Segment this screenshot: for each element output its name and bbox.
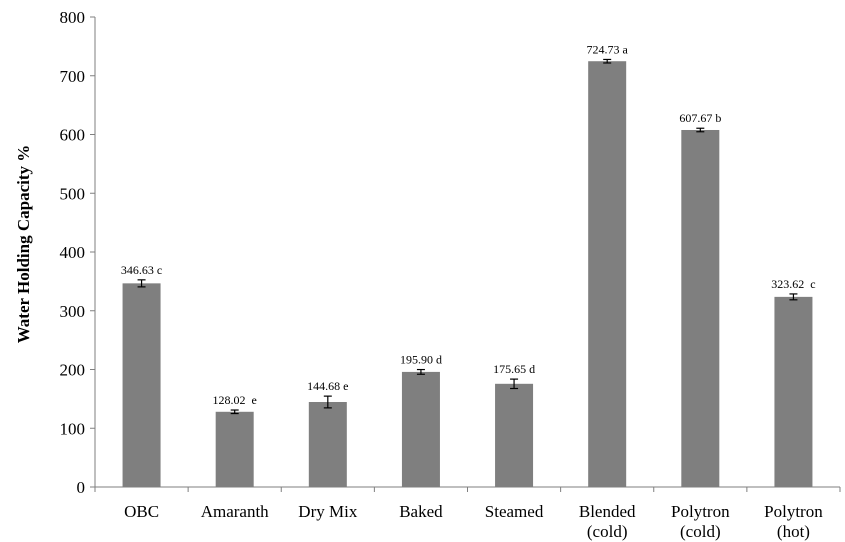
x-category-label: Steamed [485,502,544,521]
x-axis-labels: OBC Amaranth Dry Mix Baked Steamed Blended (co… [124,502,823,541]
bar [681,130,719,487]
x-category-label-line: (cold) [680,522,721,541]
x-category-label-line: OBC [124,502,159,521]
x-category-label-line: Blended [579,502,636,521]
x-category-label-line: Dry Mix [298,502,358,521]
y-tick-label: 400 [60,243,86,262]
y-tick-label: 600 [60,126,86,145]
bar [588,61,626,487]
data-label: 724.73 a [587,42,629,56]
bar [309,402,347,487]
y-tick-label: 500 [60,184,86,203]
data-label: 607.67 b [679,111,721,125]
data-label: 195.90 d [400,353,442,367]
x-category-label-line: Polytron [764,502,823,521]
y-tick-label: 0 [77,478,86,497]
x-category-label-line: Baked [399,502,443,521]
y-tick-label: 100 [60,419,86,438]
x-category-label: Amaranth [201,502,269,521]
bar [123,283,161,487]
x-category-label-line: Polytron [671,502,730,521]
y-axis-title: Water Holding Capacity % [14,145,33,344]
data-label: 323.62 c [771,277,815,291]
bar [774,297,812,487]
x-category-label: Baked [399,502,443,521]
x-category-label: Polytron (cold) [671,502,730,541]
data-label: 346.63 c [121,263,162,277]
y-tick-label: 200 [60,361,86,380]
y-tick-label: 700 [60,67,86,86]
x-category-label: Dry Mix [298,502,358,521]
bar [495,384,533,487]
x-category-label-line: (hot) [777,522,810,541]
bar [216,412,254,487]
bar [402,372,440,487]
data-label: 144.68 e [307,379,348,393]
y-tick-label: 300 [60,302,86,321]
data-label: 128.02 e [213,393,257,407]
x-category-label: Polytron (hot) [764,502,823,541]
x-category-label: Blended (cold) [579,502,636,541]
y-axis-ticks: 0 100 200 300 400 500 600 700 800 [60,8,841,497]
data-label: 175.65 d [493,362,535,376]
x-category-label-line: Amaranth [201,502,269,521]
x-category-label-line: Steamed [485,502,544,521]
x-category-label: OBC [124,502,159,521]
x-category-label-line: (cold) [587,522,628,541]
y-tick-label: 800 [60,8,86,27]
